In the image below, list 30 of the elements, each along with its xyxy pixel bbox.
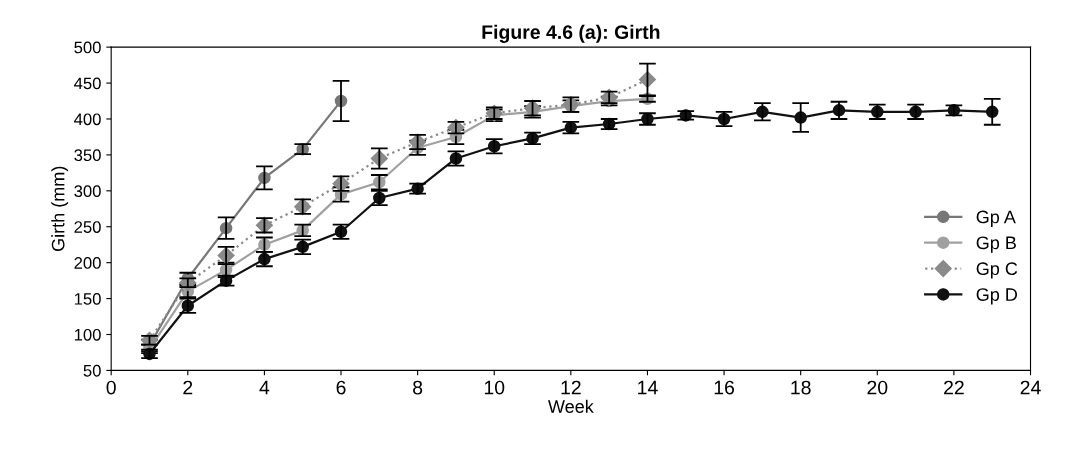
y-tick-label: 100 <box>74 328 101 341</box>
y-tick-label: 200 <box>74 257 101 269</box>
chart-title: Figure 4.6 (a): Girth <box>482 24 660 43</box>
y-tick-label: 400 <box>74 113 101 126</box>
y-axis-title: Girth (mm) <box>51 166 69 251</box>
legend-label: Gp A <box>976 210 1016 227</box>
x-axis-title: Week <box>548 399 594 413</box>
y-tick-label: 300 <box>74 185 101 198</box>
y-tick-label: 500 <box>74 41 101 54</box>
x-tick-label: 8 <box>413 380 423 395</box>
x-tick-label: 24 <box>1020 380 1041 395</box>
x-tick-label: 12 <box>561 380 581 395</box>
x-tick-label: 22 <box>944 380 964 395</box>
y-tick-label: 150 <box>74 292 101 305</box>
y-tick-label: 450 <box>74 77 101 90</box>
x-tick-label: 2 <box>183 380 193 395</box>
x-tick-label: 10 <box>484 380 505 395</box>
legend-label: Gp B <box>976 236 1016 253</box>
x-tick-label: 4 <box>259 380 270 395</box>
x-tick-label: 16 <box>714 380 735 395</box>
x-tick-label: 6 <box>336 380 346 395</box>
y-tick-label: 250 <box>74 221 101 233</box>
y-tick-label: 350 <box>74 149 101 162</box>
legend-label: Gp D <box>976 288 1018 305</box>
x-tick-label: 14 <box>638 380 658 395</box>
y-tick-label: 50 <box>83 364 101 377</box>
legend-label: Gp C <box>976 262 1018 279</box>
x-tick-label: 20 <box>867 380 888 395</box>
x-tick-label: 18 <box>791 380 811 395</box>
x-tick-label: 0 <box>106 380 116 395</box>
